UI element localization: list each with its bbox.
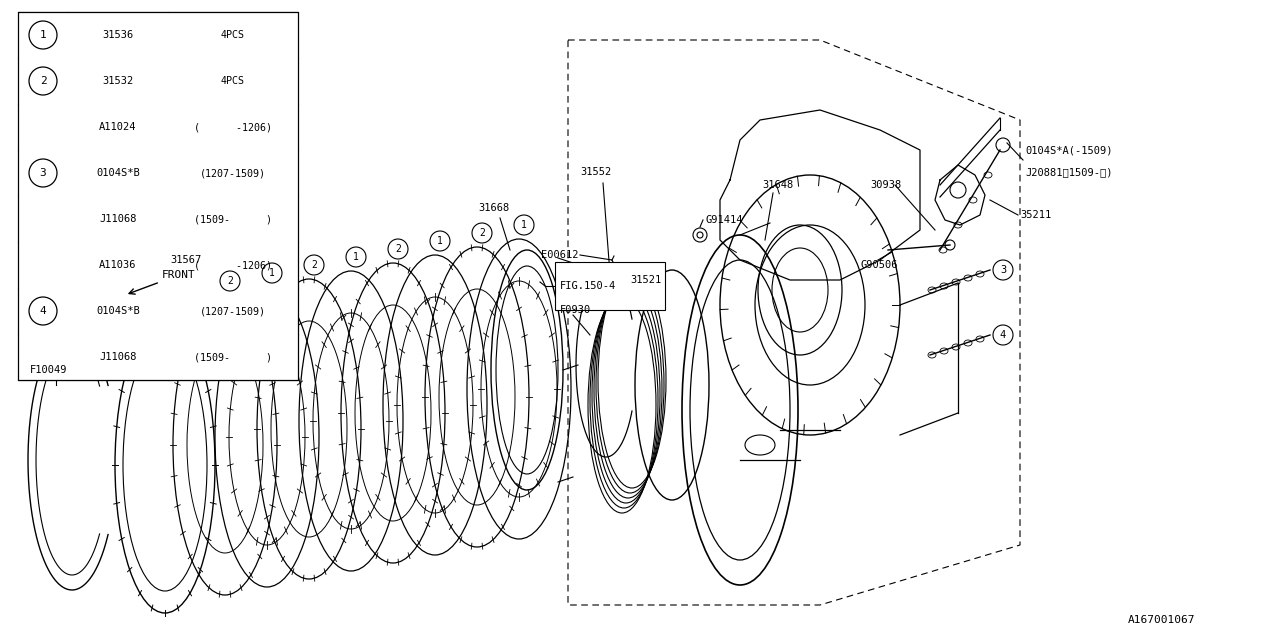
Text: 35211: 35211 xyxy=(1020,210,1051,220)
Text: 31552: 31552 xyxy=(580,167,612,177)
Text: A11024: A11024 xyxy=(100,122,137,132)
Text: 0104S*B: 0104S*B xyxy=(96,168,140,178)
Text: J20881　1509-　): J20881 1509- ) xyxy=(1025,167,1112,177)
Text: A11036: A11036 xyxy=(100,260,137,270)
Text: FRONT: FRONT xyxy=(163,270,196,280)
Text: 1: 1 xyxy=(521,220,527,230)
Text: 2: 2 xyxy=(311,260,317,270)
Text: 4PCS: 4PCS xyxy=(221,76,244,86)
Text: 4: 4 xyxy=(1000,330,1006,340)
Text: J11068: J11068 xyxy=(100,214,137,224)
Text: 2: 2 xyxy=(40,76,46,86)
Text: 30938: 30938 xyxy=(870,180,901,190)
Text: 31567: 31567 xyxy=(170,255,201,265)
Text: 3: 3 xyxy=(40,168,46,178)
Text: 31521: 31521 xyxy=(630,275,662,285)
Text: 2: 2 xyxy=(396,244,401,254)
Text: 31668: 31668 xyxy=(477,203,509,213)
Text: 3: 3 xyxy=(1000,265,1006,275)
Text: F0930: F0930 xyxy=(561,305,591,315)
Text: 0104S*A(-1509): 0104S*A(-1509) xyxy=(1025,145,1112,155)
Bar xyxy=(556,262,666,310)
Text: (1509-      ): (1509- ) xyxy=(195,214,273,224)
Text: 1: 1 xyxy=(40,30,46,40)
Text: 1: 1 xyxy=(353,252,358,262)
Text: 4: 4 xyxy=(40,306,46,316)
Text: J11068: J11068 xyxy=(100,352,137,362)
Text: 31536: 31536 xyxy=(102,30,133,40)
Bar xyxy=(18,12,298,380)
Text: 4PCS: 4PCS xyxy=(221,30,244,40)
Text: 31648: 31648 xyxy=(762,180,794,190)
Text: 2: 2 xyxy=(227,276,233,286)
Text: 1: 1 xyxy=(436,236,443,246)
Text: (      -1206): ( -1206) xyxy=(195,260,273,270)
Text: (1207-1509): (1207-1509) xyxy=(200,168,266,178)
Text: 0104S*B: 0104S*B xyxy=(96,306,140,316)
Text: FIG.150-4: FIG.150-4 xyxy=(561,281,616,291)
Text: (1509-      ): (1509- ) xyxy=(195,352,273,362)
Text: F10049: F10049 xyxy=(29,365,68,375)
Text: 2: 2 xyxy=(479,228,485,238)
Text: G90506: G90506 xyxy=(860,260,897,270)
Text: (      -1206): ( -1206) xyxy=(195,122,273,132)
Text: A167001067: A167001067 xyxy=(1128,615,1196,625)
Text: E00612: E00612 xyxy=(540,250,579,260)
Text: 1: 1 xyxy=(269,268,275,278)
Text: 31532: 31532 xyxy=(102,76,133,86)
Text: (1207-1509): (1207-1509) xyxy=(200,306,266,316)
Text: G91414: G91414 xyxy=(705,215,742,225)
